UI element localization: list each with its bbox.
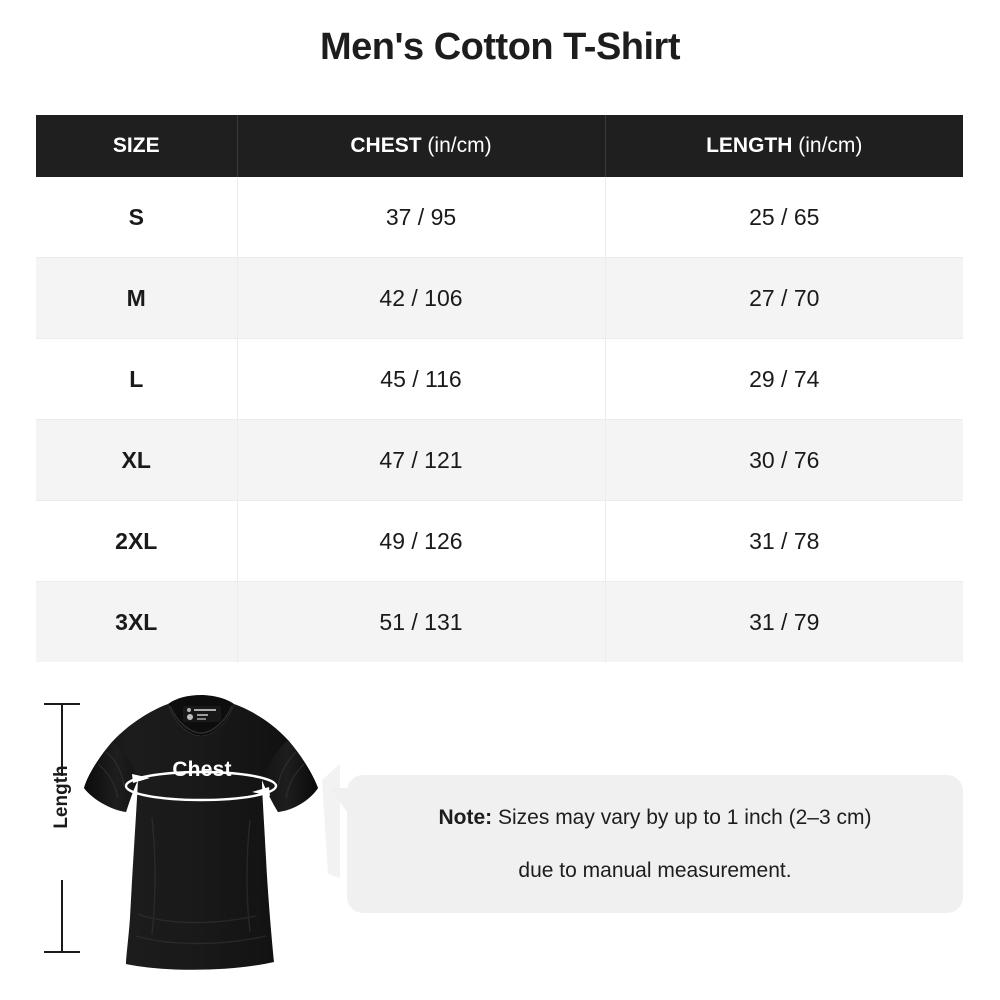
table-header: SIZE CHEST (in/cm) LENGTH (in/cm) [36, 115, 963, 177]
column-header-chest-label: CHEST [350, 134, 422, 157]
cell-size: L [36, 338, 238, 420]
cell-chest: 49 / 126 [237, 500, 606, 582]
cell-length: 25 / 65 [605, 177, 963, 258]
cell-size: S [36, 177, 238, 258]
column-header-size: SIZE [36, 115, 238, 177]
length-dimension-bracket: Length [40, 680, 84, 976]
neck-tag-icon [183, 706, 221, 722]
note-text: Note: Sizes may vary by up to 1 inch (2–… [347, 775, 963, 913]
cell-size: 2XL [36, 500, 238, 582]
length-bracket-icon [44, 703, 80, 953]
cell-chest: 45 / 116 [237, 338, 606, 420]
table-row: L 45 / 116 29 / 74 [36, 338, 963, 420]
table-row: S 37 / 95 25 / 65 [36, 177, 963, 258]
note-line-1-text: Sizes may vary by up to 1 inch (2–3 cm) [492, 806, 872, 829]
table-row: 2XL 49 / 126 31 / 78 [36, 500, 963, 582]
column-header-length-label: LENGTH [706, 134, 793, 157]
cell-chest: 37 / 95 [237, 177, 606, 258]
cell-size: 3XL [36, 581, 238, 662]
column-header-size-label: SIZE [112, 134, 160, 157]
table-header-row: SIZE CHEST (in/cm) LENGTH (in/cm) [36, 115, 963, 177]
cell-length: 31 / 79 [749, 608, 820, 635]
note-callout: Note: Sizes may vary by up to 1 inch (2–… [347, 775, 963, 913]
table-row: XL 47 / 121 30 / 76 [36, 419, 963, 501]
table-body: S 37 / 95 25 / 65 M 42 / 106 27 / 70 L 4… [36, 177, 963, 662]
cell-size: XL [36, 419, 238, 501]
column-header-length: LENGTH (in/cm) [605, 115, 963, 177]
cell-length: 27 / 70 [605, 257, 963, 339]
column-header-length-unit-text: (in/cm) [798, 134, 863, 157]
chest-measure-ellipse-icon [124, 770, 278, 802]
tshirt-illustration: Chest [60, 668, 340, 988]
cell-chest: 47 / 121 [237, 419, 606, 501]
note-prefix: Note: [438, 806, 493, 829]
page-title: Men's Cotton T-Shirt [320, 26, 681, 68]
tshirt-icon [84, 695, 340, 970]
cell-length: 29 / 74 [605, 338, 963, 420]
note-line-2: due to manual measurement. [518, 859, 792, 882]
cell-length: 30 / 76 [605, 419, 963, 501]
note-line-1: Note: Sizes may vary by up to 1 inch (2–… [439, 791, 872, 844]
cell-chest: 42 / 106 [237, 257, 606, 339]
table-row: M 42 / 106 27 / 70 [36, 257, 963, 339]
column-header-chest: CHEST (in/cm) [237, 115, 606, 177]
cell-length: 31 / 78 [605, 500, 963, 582]
table-row: 3XL 51 / 131 31 / 79 [36, 581, 963, 662]
measurement-diagram: Length [0, 660, 1000, 1000]
size-chart-table: SIZE CHEST (in/cm) LENGTH (in/cm) S 37 /… [36, 115, 963, 662]
column-header-chest-unit-text: (in/cm) [427, 134, 492, 157]
cell-size: M [36, 257, 238, 339]
cell-chest: 51 / 131 [237, 581, 606, 662]
